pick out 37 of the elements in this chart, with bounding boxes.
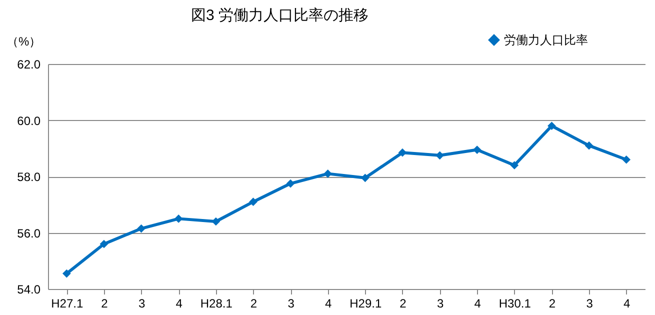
y-tick-label: 58.0: [17, 170, 41, 184]
point: [100, 240, 108, 248]
x-tick-label: 2: [101, 296, 108, 310]
point: [137, 224, 146, 233]
x-tick-label: 4: [474, 296, 482, 310]
chart-title: 図3 労働力人口比率の推移: [191, 7, 369, 24]
x-tick-label: H27.1: [51, 296, 84, 310]
y-tick-label: 60.0: [17, 114, 41, 128]
x-tick-label: H30.1: [498, 296, 532, 310]
y-tick-label: 62.0: [17, 58, 41, 72]
y-tick-label: 56.0: [17, 226, 41, 240]
point: [472, 146, 482, 154]
x-tick-label: 3: [138, 296, 146, 310]
point: [212, 217, 220, 226]
point: [286, 179, 295, 188]
point: [510, 161, 519, 170]
point: [622, 155, 631, 164]
y-axis-title: （%）: [6, 34, 42, 48]
x-tick-label: 3: [586, 296, 594, 310]
legend-label: 労働力人口比率: [504, 33, 588, 47]
x-tick-label: 4: [176, 296, 183, 310]
x-tick-label: H29.1: [350, 296, 382, 310]
x-tick-label: 4: [624, 296, 630, 310]
point: [436, 151, 444, 160]
x-tick-label: 2: [548, 296, 556, 310]
x-tick-label: 3: [288, 296, 295, 310]
y-tick-label: 54.0: [17, 282, 41, 296]
x-tick-label: 2: [400, 296, 407, 310]
point: [324, 170, 332, 178]
point: [62, 269, 71, 278]
point: [249, 198, 258, 206]
point: [584, 141, 594, 150]
point: [548, 122, 556, 130]
x-tick-label: 4: [325, 296, 332, 310]
x-tick-label: 3: [436, 296, 444, 310]
x-tick-label: 2: [250, 296, 258, 310]
x-tick-label: H28.1: [200, 296, 233, 310]
